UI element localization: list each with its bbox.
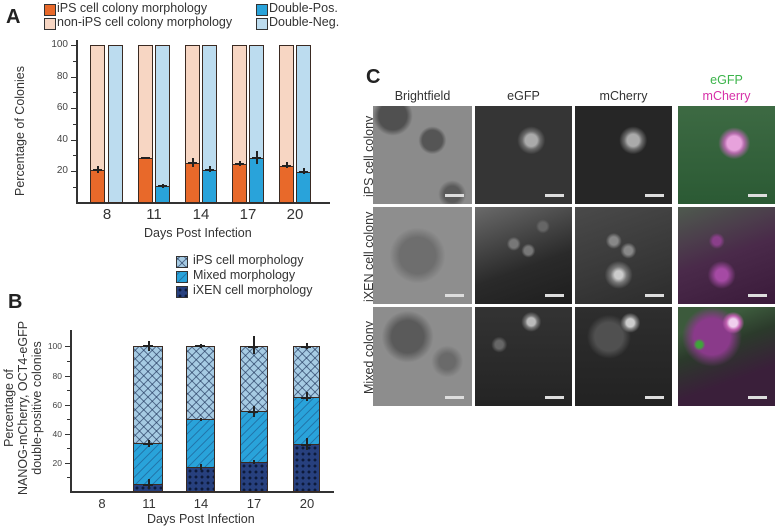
legend-label: iPS cell morphology [193,253,304,267]
column-header-brightfield: Brightfield [394,89,451,103]
x-tick-label: 8 [102,206,112,223]
x-tick-label: 11 [142,496,156,511]
micrograph-mixed-egfp [475,307,572,406]
y-tick-label: 20 [52,458,62,468]
y-tick-label: 20 [56,165,68,176]
legend-swatch-ips-morphology [176,256,188,268]
x-tick-label: 14 [192,206,210,223]
legend-swatch-mixed-morphology [176,271,188,283]
legend-label: iXEN cell morphology [193,283,313,297]
legend-label: Mixed morphology [193,268,296,282]
x-tick-label: 11 [146,206,162,223]
y-tick-label: 40 [52,429,62,439]
legend-swatch-double-pos [256,4,268,16]
y-axis [76,40,78,204]
legend-label: non-iPS cell colony morphology [57,15,233,29]
column-header-mcherry: mCherry [599,89,648,103]
column-header-merge-mcherry: mCherry [702,89,751,103]
y-tick-label: 80 [52,371,62,381]
panel-a-letter: A [6,6,21,28]
legend-swatch-double-neg [256,18,268,30]
legend-label: Double-Neg. [269,15,340,29]
legend-swatch-non-ips [44,18,56,30]
panel-c-letter: C [366,66,381,88]
legend-label: iPS cell colony morphology [57,1,208,15]
y-tick-label: 100 [47,341,62,351]
column-header-egfp: eGFP [507,89,540,103]
column-header-merge-egfp: eGFP [710,73,743,87]
micrograph-ips-mcherry [575,106,672,204]
legend-swatch-ips [44,4,56,16]
micrograph-ips-egfp [475,106,572,204]
micrograph-mixed-mcherry [575,307,672,406]
x-axis-title: Days Post Infection [147,512,255,526]
x-tick-label: 8 [98,496,106,511]
x-tick-label: 14 [193,496,209,511]
y-tick-label: 40 [56,134,68,145]
micrograph-ips-brightfield [373,106,472,204]
micrograph-ixen-merge [678,207,775,304]
y-axis [70,330,72,492]
y-axis-title: Percentage of Colonies [13,66,27,196]
micrograph-ixen-egfp [475,207,572,304]
micrograph-ixen-brightfield [373,207,472,304]
micrograph-ips-merge [678,106,775,204]
y-tick-label: 60 [52,400,62,410]
x-tick-label: 17 [246,496,262,511]
y-tick-label: 60 [56,102,68,113]
x-tick-label: 17 [239,206,257,223]
y-tick-label: 100 [51,39,68,50]
micrograph-ixen-mcherry [575,207,672,304]
micrograph-mixed-brightfield [373,307,472,406]
x-tick-label: 20 [286,206,304,223]
micrograph-mixed-merge [678,307,775,406]
x-tick-label: 20 [299,496,315,511]
y-axis-title-b: Percentage of NANOG-mCherry, OCT4-eGFP d… [2,320,44,496]
panel-b-letter: B [8,291,23,313]
y-tick-label: 80 [56,71,68,82]
legend-swatch-ixen-morphology [176,286,188,298]
x-axis-title: Days Post Infection [144,226,252,240]
legend-label: Double-Pos. [269,1,338,15]
